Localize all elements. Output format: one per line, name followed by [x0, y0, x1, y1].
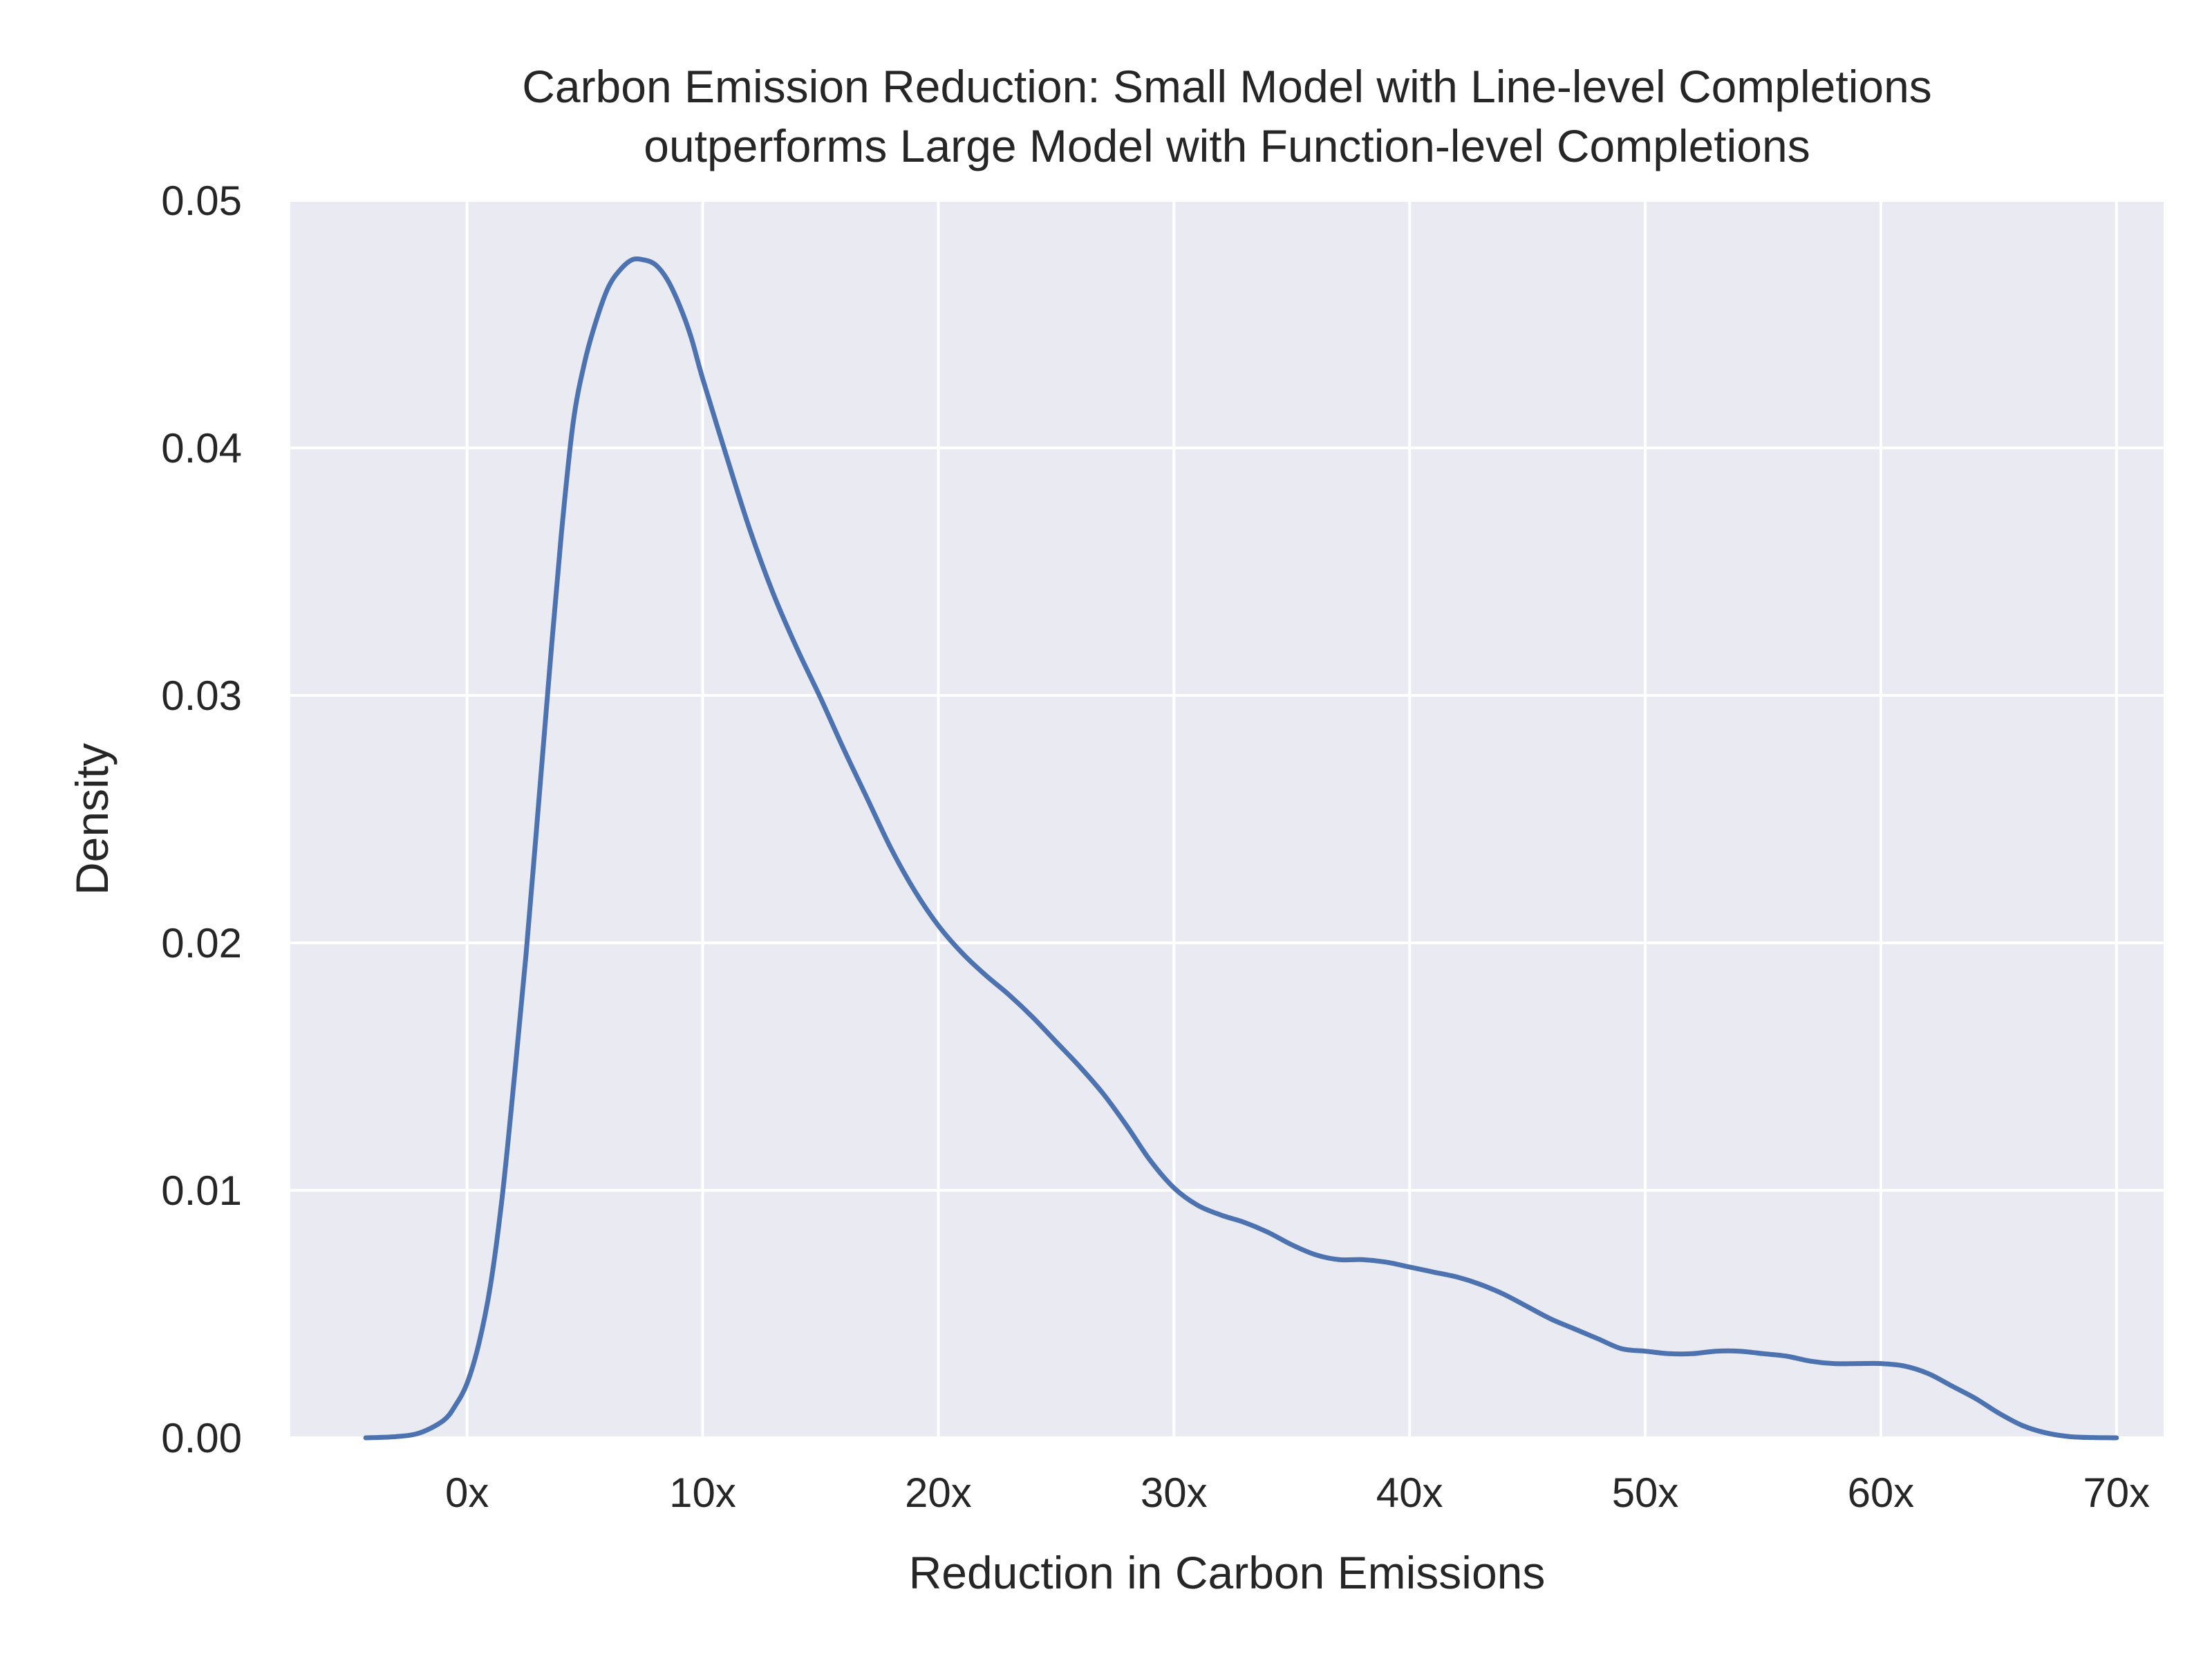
chart-title-line-2: outperforms Large Model with Function-le…	[644, 120, 1810, 171]
tick-labels: 0x 10x 20x 30x 40x 50x 60x 70x 0.00 0.01 0.02 0.03 0…	[161, 178, 2150, 1516]
y-tick-label: 0.02	[161, 920, 242, 966]
x-axis-label: Reduction in Carbon Emissions	[909, 1547, 1546, 1598]
y-tick-label: 0.04	[161, 425, 242, 471]
series-layer	[363, 256, 2119, 1441]
density-curve	[363, 256, 2119, 1441]
plot-background	[290, 200, 2164, 1438]
x-tick-label: 0x	[445, 1470, 489, 1516]
x-tick-label: 60x	[1848, 1470, 1915, 1516]
x-tick-label: 30x	[1141, 1470, 1208, 1516]
x-tick-label: 50x	[1612, 1470, 1679, 1516]
y-tick-label: 0.05	[161, 178, 242, 224]
chart-title-line-1: Carbon Emission Reduction: Small Model w…	[522, 61, 1932, 112]
y-tick-label: 0.03	[161, 673, 242, 719]
y-tick-label: 0.01	[161, 1168, 242, 1214]
x-tick-label: 10x	[669, 1470, 736, 1516]
x-tick-label: 70x	[2083, 1470, 2150, 1516]
y-tick-label: 0.00	[161, 1415, 242, 1461]
x-tick-label: 40x	[1376, 1470, 1443, 1516]
grid-lines	[290, 199, 2164, 1439]
y-axis-label: Density	[66, 743, 118, 895]
x-tick-label: 20x	[905, 1470, 972, 1516]
